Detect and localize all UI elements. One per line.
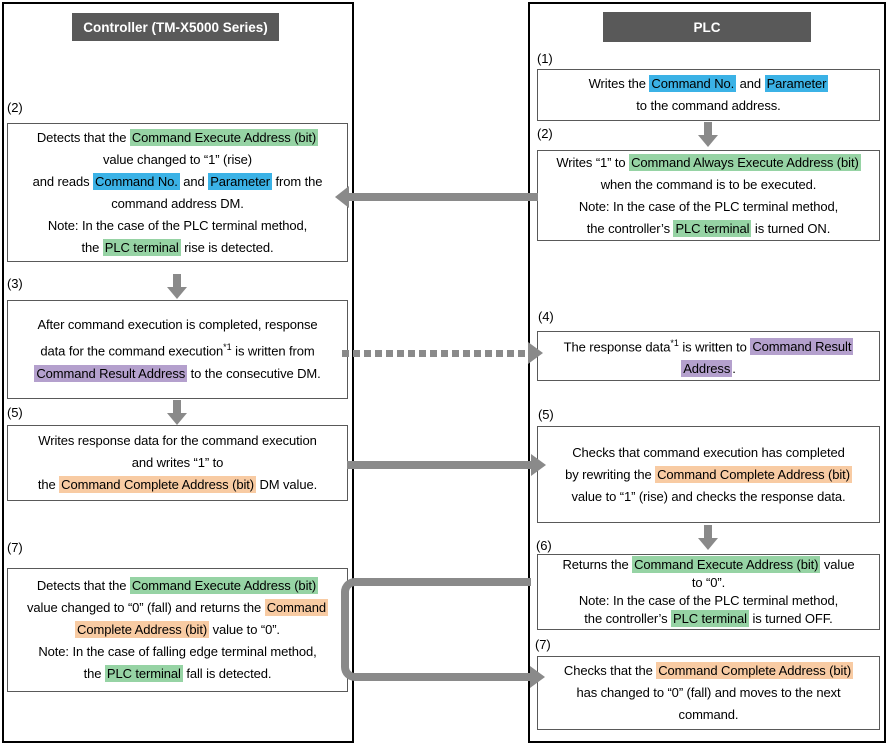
plc-step-6-number: (6) bbox=[536, 538, 552, 553]
plc-step-7-box: Checks that the Command Complete Address… bbox=[537, 656, 880, 730]
controller-step-2-number: (2) bbox=[7, 100, 23, 115]
controller-step-3-number: (3) bbox=[7, 276, 23, 291]
plc-step-2-number: (2) bbox=[537, 126, 553, 141]
controller-header: Controller (TM-X5000 Series) bbox=[72, 13, 279, 41]
dotted-arrow-controller3-to-plc4-shaft bbox=[342, 350, 528, 357]
plc-step-2-box: Writes “1” to Command Always Execute Add… bbox=[537, 150, 880, 241]
down-arrow-controller-2-to-3 bbox=[167, 274, 187, 299]
plc-step-1-number: (1) bbox=[537, 51, 553, 66]
controller-step-5-number: (5) bbox=[7, 405, 23, 420]
plc-step-7-number: (7) bbox=[535, 637, 551, 652]
arrow-plc2-to-controller2-shaft bbox=[348, 193, 538, 201]
connector-plc6-via-controller7-to-plc7 bbox=[341, 578, 531, 681]
down-arrow-controller-3-to-5 bbox=[167, 400, 187, 425]
down-arrow-plc-5-to-6 bbox=[698, 525, 718, 550]
plc-step-6-box: Returns the Command Execute Address (bit… bbox=[537, 554, 880, 630]
controller-step-3-box: After command execution is completed, re… bbox=[7, 300, 348, 399]
controller-step-5-box: Writes response data for the command exe… bbox=[7, 425, 348, 501]
plc-step-4-number: (4) bbox=[538, 309, 554, 324]
plc-header: PLC bbox=[603, 12, 811, 42]
plc-step-5-number: (5) bbox=[538, 407, 554, 422]
arrow-plc2-to-controller2-head bbox=[335, 186, 349, 208]
plc-step-1-box: Writes the Command No. and Parameter to t… bbox=[537, 69, 880, 121]
controller-step-2-box: Detects that the Command Execute Address… bbox=[7, 123, 348, 262]
dotted-arrow-controller3-to-plc4-head bbox=[528, 342, 543, 364]
plc-step-4-box: The response data*1 is written to Comman… bbox=[537, 331, 880, 381]
controller-step-7-number: (7) bbox=[7, 540, 23, 555]
arrow-controller5-to-plc5-shaft bbox=[347, 461, 531, 469]
plc-step-5-box: Checks that command execution has comple… bbox=[537, 426, 880, 523]
down-arrow-plc-1-to-2 bbox=[698, 122, 718, 147]
connector-plc7-arrow-head bbox=[530, 666, 545, 688]
controller-step-7-box: Detects that the Command Execute Address… bbox=[7, 568, 348, 692]
arrow-controller5-to-plc5-head bbox=[531, 454, 546, 476]
